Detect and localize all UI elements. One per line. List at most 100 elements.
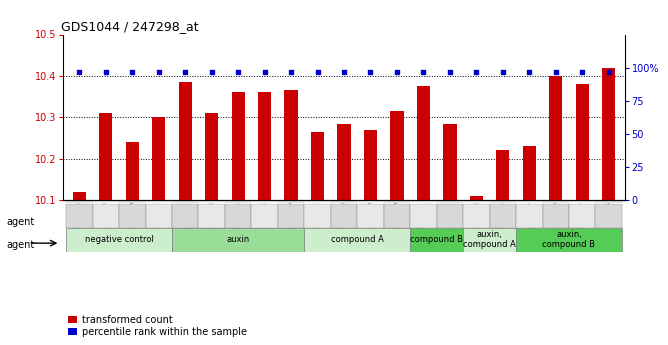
Text: negative control: negative control	[85, 235, 154, 244]
Bar	[437, 200, 463, 202]
Point	[180, 69, 190, 75]
Bar	[152, 117, 166, 200]
Text: auxin,
compound B: auxin, compound B	[542, 230, 595, 249]
Point	[127, 69, 138, 75]
Bar	[410, 200, 437, 202]
Bar	[357, 204, 383, 228]
Bar	[251, 204, 278, 228]
Bar	[437, 204, 463, 228]
Text: compound A: compound A	[331, 235, 383, 244]
Text: compound B: compound B	[410, 235, 463, 244]
Bar	[99, 113, 112, 200]
Bar	[470, 196, 483, 200]
Bar	[331, 200, 357, 202]
Point	[391, 69, 402, 75]
Bar	[305, 228, 410, 252]
Legend: transformed count, percentile rank within the sample: transformed count, percentile rank withi…	[68, 315, 247, 337]
Bar	[232, 92, 244, 200]
Point	[100, 69, 111, 75]
Bar	[569, 204, 595, 228]
Bar	[172, 200, 198, 202]
Bar	[126, 142, 139, 200]
Bar	[172, 228, 305, 252]
Bar	[198, 204, 225, 228]
Bar	[119, 200, 146, 202]
Bar	[463, 200, 490, 202]
Bar	[305, 200, 331, 202]
Bar	[516, 200, 542, 202]
Bar	[73, 192, 86, 200]
Point	[498, 69, 508, 75]
Bar	[542, 200, 569, 202]
Text: agent: agent	[7, 217, 35, 227]
Bar	[516, 228, 622, 252]
Point	[206, 69, 217, 75]
Bar	[172, 204, 198, 228]
Bar	[93, 200, 119, 202]
Bar	[576, 84, 589, 200]
Bar	[251, 200, 278, 202]
Bar	[410, 228, 463, 252]
Bar	[516, 204, 542, 228]
Bar	[285, 90, 298, 200]
Bar	[258, 92, 271, 200]
Bar	[66, 204, 93, 228]
Bar	[66, 200, 93, 202]
Bar	[146, 200, 172, 202]
Point	[524, 69, 534, 75]
Bar	[331, 204, 357, 228]
Text: auxin,
compound A: auxin, compound A	[463, 230, 516, 249]
Bar	[463, 228, 516, 252]
Bar	[66, 228, 172, 252]
Bar	[569, 200, 595, 202]
Bar	[357, 200, 383, 202]
Text: auxin: auxin	[226, 235, 250, 244]
Bar	[337, 124, 351, 200]
Bar	[417, 86, 430, 200]
Bar	[522, 146, 536, 200]
Bar	[542, 204, 569, 228]
Text: agent: agent	[7, 240, 35, 249]
Bar	[178, 82, 192, 200]
Bar	[311, 132, 324, 200]
Point	[286, 69, 297, 75]
Bar	[225, 204, 251, 228]
Bar	[146, 204, 172, 228]
Bar	[305, 204, 331, 228]
Bar	[278, 204, 305, 228]
Bar	[490, 204, 516, 228]
Bar	[496, 150, 510, 200]
Point	[233, 69, 244, 75]
Bar	[364, 130, 377, 200]
Bar	[225, 200, 251, 202]
Point	[550, 69, 561, 75]
Bar	[198, 200, 225, 202]
Bar	[595, 200, 622, 202]
Point	[471, 69, 482, 75]
Bar	[383, 200, 410, 202]
Point	[444, 69, 455, 75]
Point	[418, 69, 429, 75]
Bar	[93, 204, 119, 228]
Text: GDS1044 / 247298_at: GDS1044 / 247298_at	[61, 20, 198, 33]
Bar	[490, 200, 516, 202]
Point	[365, 69, 376, 75]
Bar	[278, 200, 305, 202]
Bar	[205, 113, 218, 200]
Bar	[549, 76, 562, 200]
Bar	[602, 68, 615, 200]
Bar	[444, 124, 456, 200]
Bar	[383, 204, 410, 228]
Point	[154, 69, 164, 75]
Bar	[463, 204, 490, 228]
Point	[259, 69, 270, 75]
Bar	[390, 111, 403, 200]
Point	[603, 69, 614, 75]
Point	[577, 69, 588, 75]
Point	[74, 69, 85, 75]
Bar	[595, 204, 622, 228]
Point	[339, 69, 349, 75]
Bar	[410, 204, 437, 228]
Point	[312, 69, 323, 75]
Bar	[119, 204, 146, 228]
